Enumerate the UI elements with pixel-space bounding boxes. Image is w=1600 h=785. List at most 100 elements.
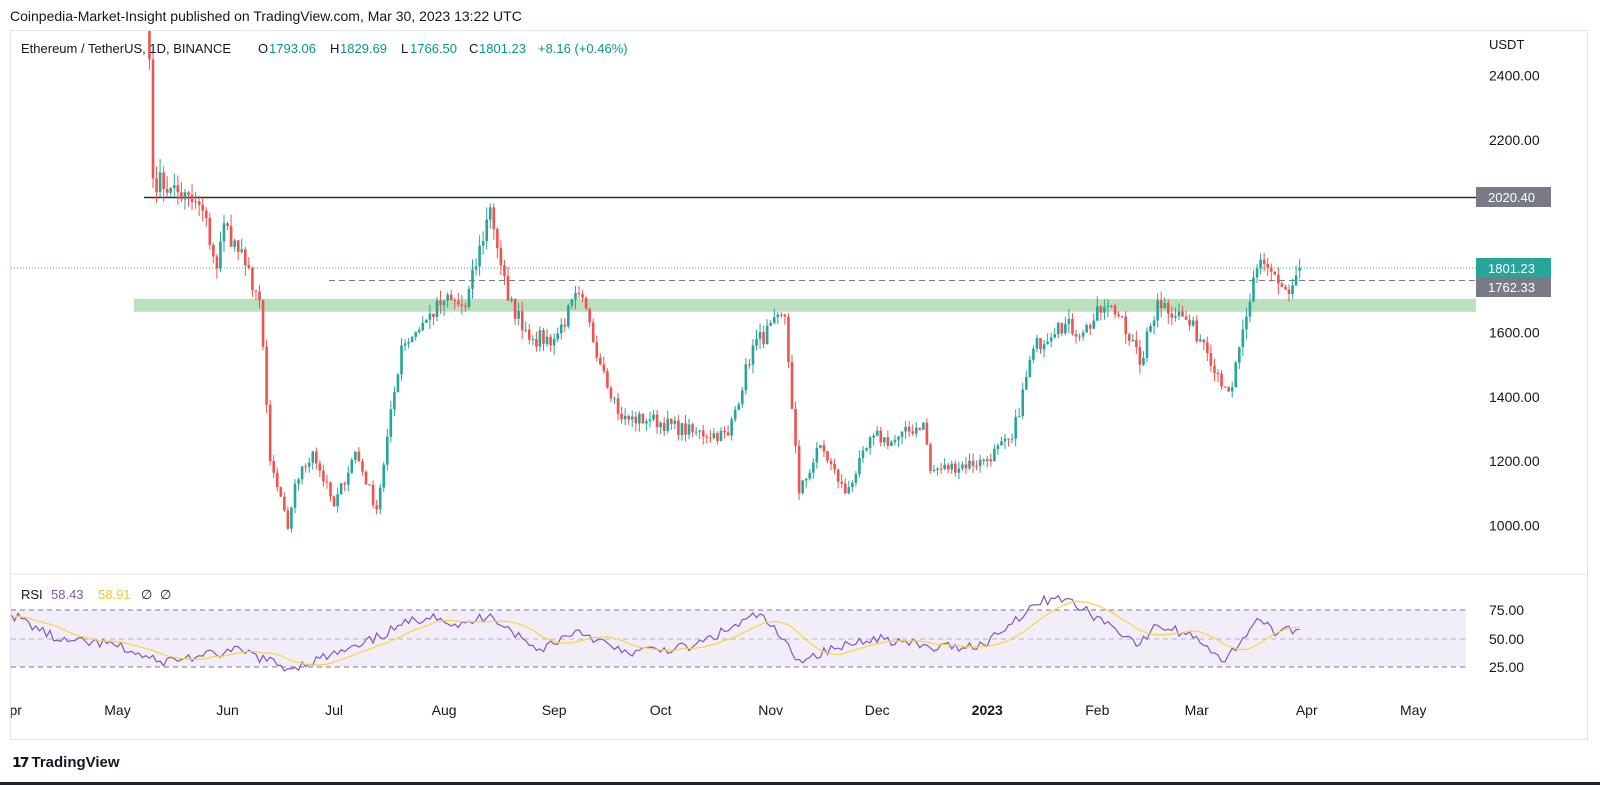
candle-body (1064, 323, 1067, 334)
candle-body (307, 462, 311, 467)
candle-body (677, 420, 680, 435)
candle-body (378, 487, 382, 510)
candle-body (1017, 415, 1021, 417)
candle-body (407, 341, 410, 344)
candle-body (1117, 314, 1120, 317)
candle-body (606, 371, 609, 388)
candle-body (520, 311, 524, 331)
candle-body (421, 322, 425, 331)
candle-body (772, 317, 776, 323)
candle-body (531, 339, 535, 341)
candle-body (286, 510, 290, 529)
candle-body (517, 311, 520, 319)
candle-body (439, 300, 442, 306)
candle-body (1138, 346, 1142, 365)
change-value: +8.16 (+0.46%) (538, 41, 628, 56)
tradingview-logo[interactable]: 𝟭𝟳 TradingView (12, 754, 120, 771)
candle-body (1106, 305, 1110, 307)
candle-body (883, 437, 886, 443)
candle-body (730, 419, 733, 436)
candle-body (982, 459, 985, 462)
candle-body (627, 415, 630, 420)
candle-body (996, 445, 1000, 449)
candle-body (389, 409, 393, 437)
candle-body (911, 431, 914, 434)
candle-body (758, 332, 762, 339)
candle-body (1213, 365, 1216, 374)
candle-body (297, 479, 300, 484)
candle-body (819, 445, 822, 448)
support-tag-bg (1476, 277, 1551, 297)
candle-body (538, 330, 542, 347)
candle-body (1131, 340, 1135, 342)
candle-body (630, 416, 634, 420)
candle-body (290, 507, 293, 529)
candle-body (1198, 339, 1202, 342)
resistance-tag: 2020.40 (1488, 190, 1535, 205)
candle-body (957, 468, 961, 473)
candle-body (261, 300, 265, 347)
open-label: O (258, 41, 268, 56)
candle-body (670, 418, 673, 424)
candle-body (382, 464, 386, 488)
candle-body (474, 266, 478, 270)
candle-body (1234, 362, 1238, 388)
candle-body (318, 463, 322, 471)
candle-body (244, 249, 247, 266)
candle-body (851, 482, 854, 488)
candle-body (634, 416, 638, 424)
candle-body (503, 265, 506, 277)
candle-body (1159, 300, 1163, 309)
candle-body (978, 459, 982, 467)
candle-body (645, 421, 648, 424)
candle-body (1269, 267, 1273, 272)
candle-body (165, 189, 169, 193)
candle-body (1092, 320, 1096, 329)
candle-body (787, 316, 790, 363)
tradingview-brand: TradingView (31, 754, 120, 771)
candle-body (1049, 337, 1053, 342)
candle-body (403, 343, 407, 346)
candle-body (1067, 319, 1071, 324)
candle-body (1191, 320, 1195, 326)
candle-body (946, 464, 950, 470)
candle-body (510, 298, 513, 301)
chart-svg[interactable]: 2400.00 2200.00 1600.00 1400.00 1200.00 1000.… (11, 31, 1587, 739)
candle-body (1042, 344, 1046, 350)
candle-body (1284, 286, 1287, 290)
candle-body (993, 448, 996, 462)
candle-body (755, 338, 758, 346)
candle-body (265, 346, 268, 405)
candle-body (1277, 274, 1280, 284)
candle-body (918, 427, 922, 430)
candle-body (162, 172, 165, 190)
candle-body (258, 291, 261, 301)
candle-body (563, 324, 567, 327)
candle-body (843, 483, 847, 494)
candle-body (396, 374, 400, 393)
candle-body (623, 415, 627, 420)
candle-body (208, 218, 212, 245)
candle-body (1096, 306, 1099, 321)
candle-body (435, 300, 439, 318)
candle-body (762, 332, 765, 345)
candle-body (886, 437, 890, 446)
candle-body (176, 185, 180, 193)
candle-body (339, 483, 343, 495)
candle-body (354, 451, 357, 460)
candle-body (961, 464, 964, 469)
candle-body (1120, 316, 1124, 318)
candle-body (432, 313, 435, 318)
candle-body (723, 430, 726, 433)
candle-body (1216, 373, 1220, 375)
candle-body (815, 447, 819, 463)
candle-body (478, 245, 481, 267)
symbol-label: Ethereum / TetherUS, 1D, BINANCE (21, 41, 231, 56)
candle-body (769, 322, 772, 326)
candle-body (648, 419, 652, 422)
chart-frame[interactable]: 2400.00 2200.00 1600.00 1400.00 1200.00 1000.… (10, 30, 1588, 740)
candle-body (964, 464, 968, 469)
candle-body (442, 300, 446, 306)
candle-body (1181, 311, 1184, 317)
candle-body (488, 207, 492, 220)
